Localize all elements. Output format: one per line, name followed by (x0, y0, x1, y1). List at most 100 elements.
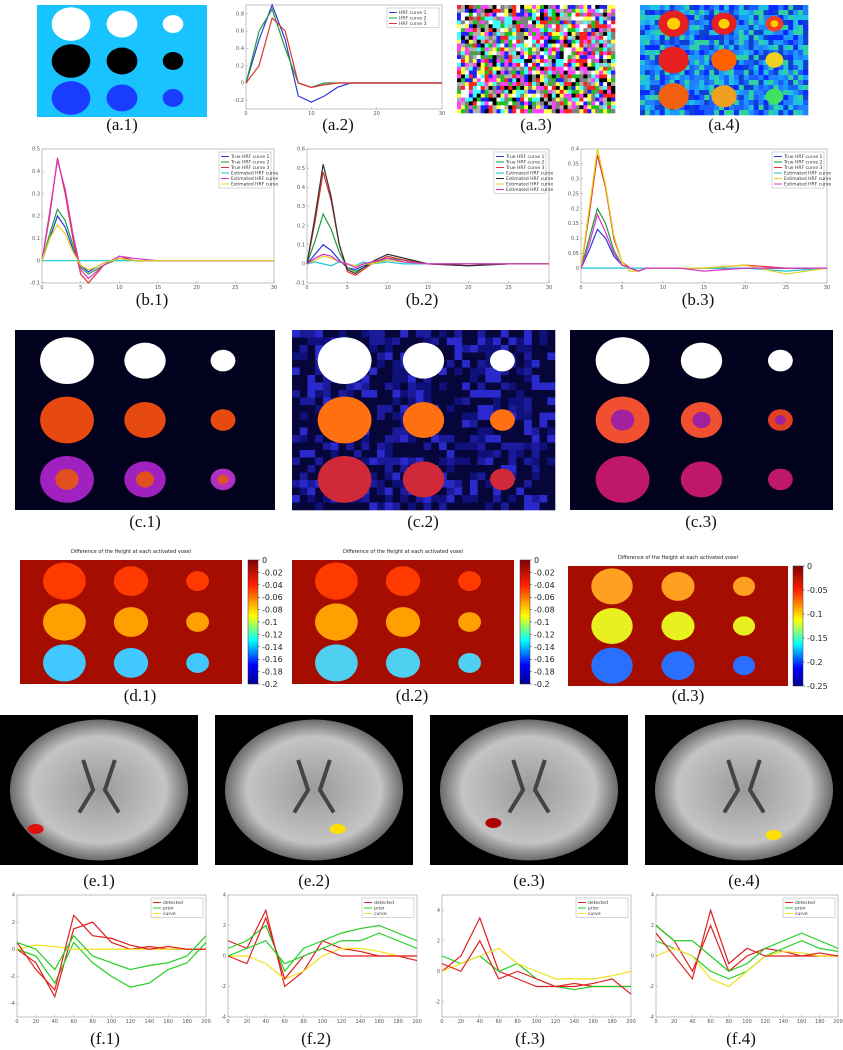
blob (124, 342, 166, 379)
noise-cell (446, 472, 455, 481)
noise-cell (307, 442, 316, 451)
noise-cell (315, 367, 324, 376)
noise-cell (733, 85, 740, 91)
noise-cell (539, 375, 548, 383)
noise-cell (508, 28, 513, 33)
noise-cell (457, 78, 462, 83)
noise-cell (477, 427, 486, 436)
noise-cell (669, 80, 675, 86)
caption: (e.1) (83, 871, 115, 890)
noise-cell (480, 89, 485, 95)
noise-cell (524, 66, 529, 71)
noise-cell (571, 109, 576, 114)
noise-cell (539, 442, 548, 451)
x-tick-label: 80 (726, 1019, 732, 1025)
noise-cell (694, 5, 700, 11)
noise-cell (644, 30, 651, 36)
noise-cell (520, 82, 525, 87)
blob (385, 648, 421, 678)
noise-cell (738, 100, 745, 106)
noise-cell (669, 5, 675, 11)
noise-cell (496, 8, 501, 14)
noise-cell (599, 20, 604, 25)
noise-cell (763, 80, 769, 86)
noise-cell (607, 47, 612, 52)
noise-cell (599, 62, 604, 68)
noise-cell (539, 495, 548, 503)
noise-cell (512, 66, 517, 71)
noise-cell (551, 8, 557, 14)
noise-cell (322, 397, 331, 406)
noise-cell (748, 110, 754, 116)
noise-cell (587, 47, 592, 52)
noise-cell (504, 86, 509, 91)
noise-cell (446, 412, 455, 421)
noise-cell (516, 74, 521, 79)
noise-cell (423, 382, 432, 391)
noise-cell (743, 100, 750, 106)
noise-cell (408, 450, 417, 458)
noise-cell (536, 97, 541, 102)
noise-cell (699, 65, 705, 71)
noise-cell (472, 16, 478, 21)
noise-cell (709, 70, 715, 76)
noise-cell (595, 28, 600, 33)
noise-cell (476, 39, 481, 44)
noise-cell (472, 86, 478, 91)
noise-cell (704, 75, 710, 81)
x-tick-label: 30 (271, 285, 277, 291)
noise-cell (446, 367, 455, 376)
noise-cell (292, 420, 301, 428)
noise-cell (699, 80, 705, 86)
noise-cell (714, 105, 720, 111)
noise-cell (579, 59, 584, 64)
noise-cell (704, 70, 710, 76)
noise-cell (543, 109, 549, 114)
noise-cell (516, 367, 525, 376)
noise-cell (512, 12, 517, 17)
noise-cell (709, 90, 715, 96)
noise-cell (438, 390, 448, 398)
noise-cell (299, 502, 308, 511)
noise-cell (654, 100, 661, 106)
noise-cell (508, 16, 513, 21)
blob (113, 607, 149, 637)
noise-cell (528, 24, 533, 29)
noise-cell (724, 75, 730, 81)
noise-cell (532, 5, 537, 10)
noise-cell (640, 55, 646, 61)
noise-cell (793, 65, 799, 71)
activation (329, 824, 346, 834)
noise-cell (361, 375, 370, 383)
noise-cell (798, 65, 804, 71)
noise-cell (500, 35, 505, 41)
noise-cell (488, 86, 493, 91)
x-tick-label: 0 (40, 285, 43, 291)
noise-cell (480, 35, 485, 41)
noise-cell (644, 95, 651, 101)
noise-cell (307, 390, 316, 398)
noise-cell (423, 390, 432, 398)
noise-cell (480, 20, 485, 25)
noise-cell (583, 51, 588, 56)
noise-cell (798, 10, 804, 16)
noise-cell (689, 85, 695, 91)
noise-cell (361, 442, 370, 451)
noise-cell (539, 390, 548, 398)
noise-cell (579, 16, 584, 21)
noise-cell (559, 32, 564, 37)
noise-cell (508, 382, 517, 391)
noise-cell (468, 55, 474, 60)
noise-cell (607, 70, 612, 75)
noise-cell (392, 435, 401, 443)
noise-cell (551, 97, 557, 102)
noise-cell (649, 20, 656, 26)
noise-cell (709, 65, 715, 71)
y-tick-label: 0.4 (32, 169, 40, 175)
noise-cell (369, 420, 378, 428)
y-tick-label: 0 (37, 258, 40, 264)
noise-cell (664, 75, 670, 81)
noise-cell (485, 382, 494, 391)
noise-cell (575, 5, 580, 10)
noise-cell (516, 89, 521, 95)
